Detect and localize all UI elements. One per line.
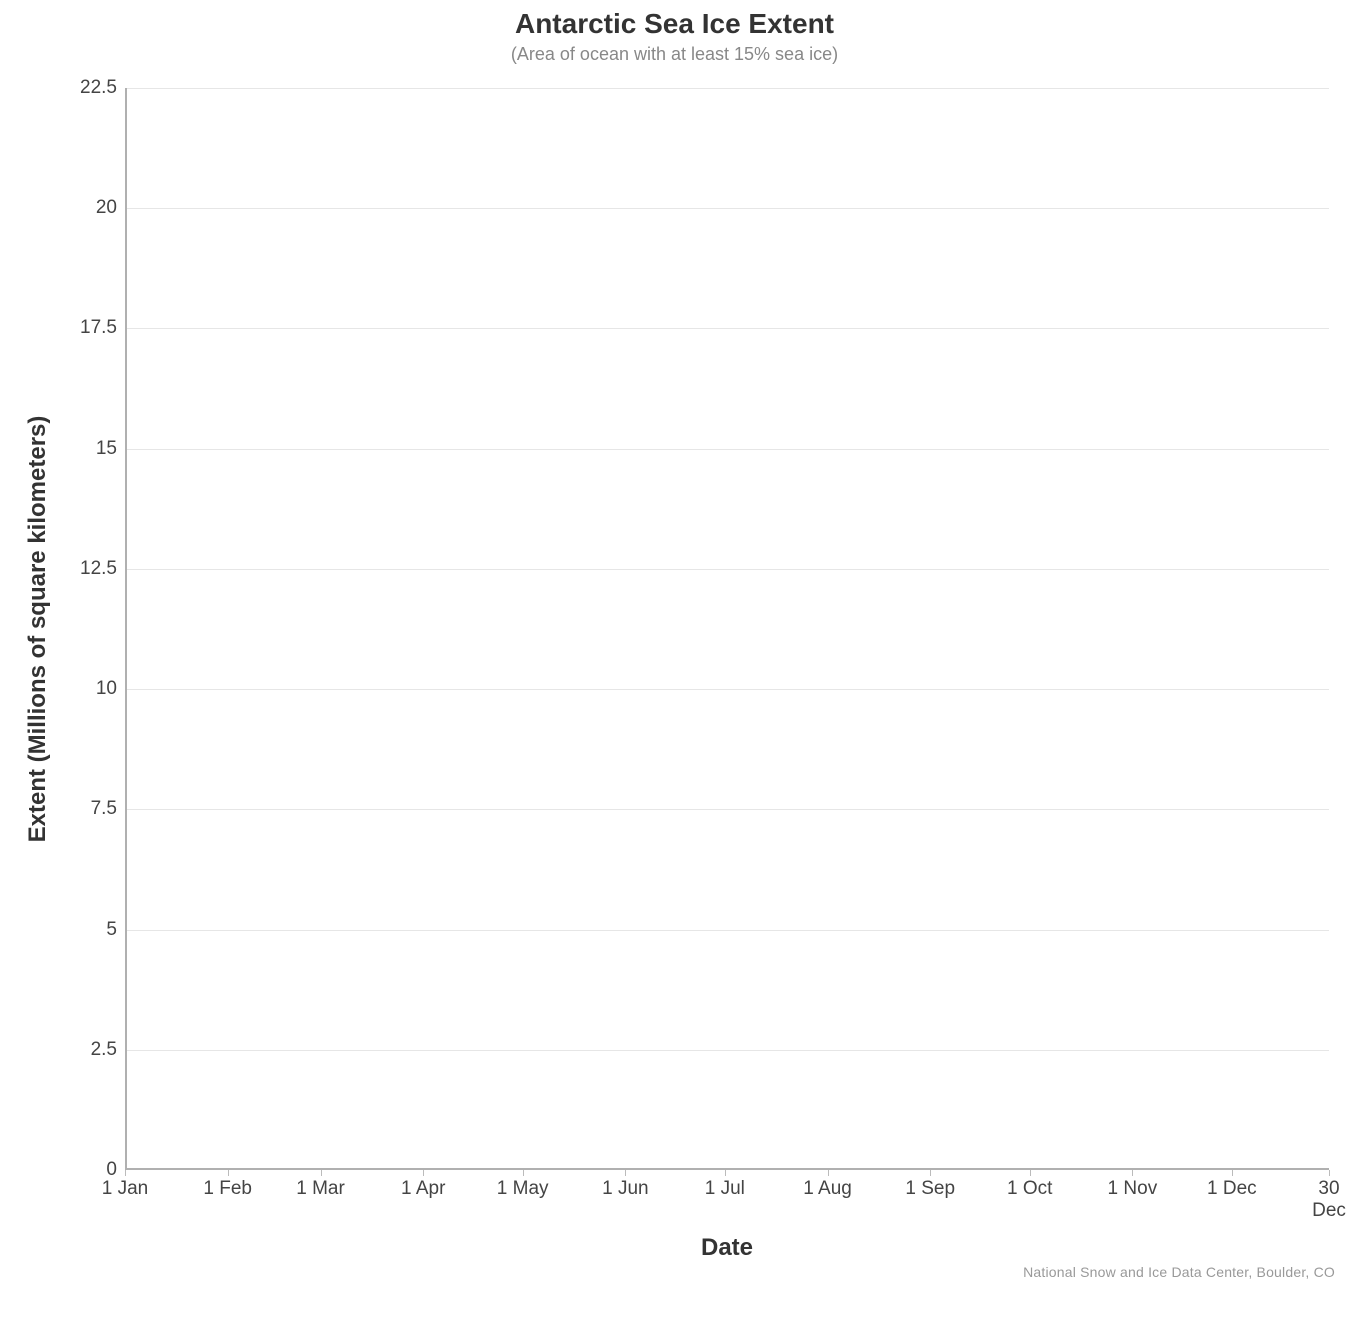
x-tick-label: 1 Jan — [102, 1170, 148, 1200]
y-tick-label: 12.5 — [80, 558, 125, 580]
x-tick-label: 1 Dec — [1207, 1170, 1257, 1200]
gridline — [125, 689, 1329, 690]
y-tick-label: 10 — [96, 678, 125, 700]
y-tick-label: 5 — [106, 919, 125, 941]
x-tick-label: 1 Oct — [1007, 1170, 1052, 1200]
plot-area[interactable]: 02.557.51012.51517.52022.51 Jan1 Feb1 Ma… — [125, 88, 1329, 1170]
y-axis-line — [125, 88, 127, 1170]
y-tick-label: 15 — [96, 438, 125, 460]
x-tick-label: 1 Aug — [803, 1170, 852, 1200]
gridline — [125, 88, 1329, 89]
y-tick-label: 20 — [96, 197, 125, 219]
x-tick-label: 1 Jun — [602, 1170, 648, 1200]
x-tick-label: 1 Sep — [905, 1170, 955, 1200]
x-tick-label: 1 May — [497, 1170, 549, 1200]
x-tick-label: 1 Mar — [296, 1170, 345, 1200]
gridline — [125, 809, 1329, 810]
x-tick-label: 1 Apr — [401, 1170, 445, 1200]
y-axis-title: Extent (Millions of square kilometers) — [24, 416, 52, 843]
x-tick-label: 1 Jul — [705, 1170, 745, 1200]
gridline — [125, 569, 1329, 570]
x-tick-label: 1 Feb — [203, 1170, 252, 1200]
gridline — [125, 930, 1329, 931]
gridline — [125, 328, 1329, 329]
gridline — [125, 208, 1329, 209]
x-tick-label: 30Dec — [1312, 1170, 1346, 1222]
x-axis-title: Date — [125, 1234, 1329, 1262]
gridline — [125, 1050, 1329, 1051]
y-tick-label: 2.5 — [91, 1039, 125, 1061]
chart-container: Antarctic Sea Ice Extent (Area of ocean … — [0, 0, 1349, 1334]
y-tick-label: 7.5 — [91, 798, 125, 820]
y-tick-label: 17.5 — [80, 317, 125, 339]
gridline — [125, 449, 1329, 450]
y-tick-label: 22.5 — [80, 77, 125, 99]
chart-subtitle: (Area of ocean with at least 15% sea ice… — [0, 44, 1349, 65]
chart-credit: National Snow and Ice Data Center, Bould… — [1023, 1264, 1335, 1280]
x-tick-label: 1 Nov — [1108, 1170, 1158, 1200]
chart-title: Antarctic Sea Ice Extent — [0, 8, 1349, 40]
